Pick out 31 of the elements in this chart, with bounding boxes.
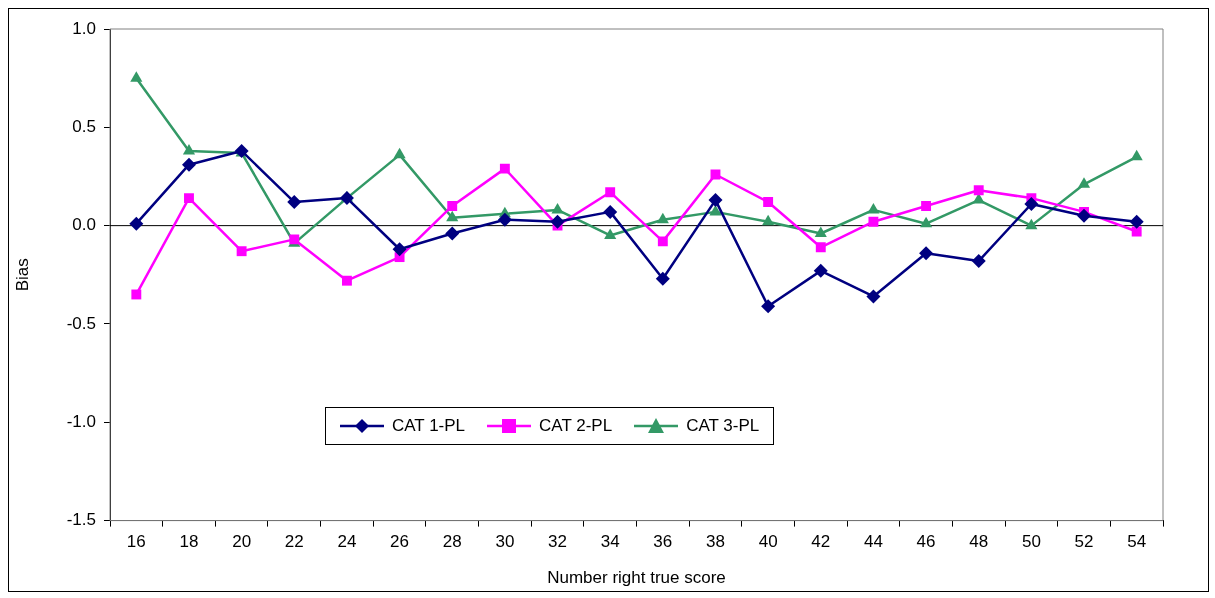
legend-label: CAT 3-PL (686, 416, 760, 436)
x-tick-label: 54 (1127, 532, 1147, 552)
x-tick-label: 22 (284, 532, 304, 552)
x-tick-label: 48 (969, 532, 989, 552)
x-tick-label: 44 (863, 532, 883, 552)
x-tick-label: 38 (706, 532, 725, 552)
x-tick-label: 18 (179, 532, 199, 552)
legend-label: CAT 1-PL (392, 416, 466, 436)
x-axis-title: Number right true score (547, 567, 726, 587)
x-tick-label: 36 (653, 532, 673, 552)
y-axis-title: Bias (12, 258, 32, 292)
x-tick-label: 42 (811, 532, 831, 552)
x-tick-label: 34 (600, 532, 620, 552)
x-tick-label: 50 (1021, 532, 1041, 552)
x-tick-label: 30 (495, 532, 515, 552)
x-tick-label: 24 (337, 532, 357, 552)
y-tick-label: -0.5 (66, 313, 96, 333)
y-tick-label: 0.0 (72, 215, 96, 235)
x-tick-label: 32 (548, 532, 567, 552)
y-tick-label: 0.5 (72, 117, 96, 137)
x-tick-label: 20 (232, 532, 252, 552)
y-tick-label: -1.5 (66, 510, 96, 530)
y-tick-label: 1.0 (72, 18, 96, 38)
y-tick-label: -1.0 (66, 411, 96, 431)
x-tick-label: 46 (916, 532, 936, 552)
x-tick-label: 16 (126, 532, 146, 552)
x-tick-label: 26 (390, 532, 410, 552)
x-tick-label: 40 (758, 532, 778, 552)
legend-label: CAT 2-PL (539, 416, 613, 436)
x-tick-label: 52 (1074, 532, 1094, 552)
x-tick-label: 28 (442, 532, 462, 552)
